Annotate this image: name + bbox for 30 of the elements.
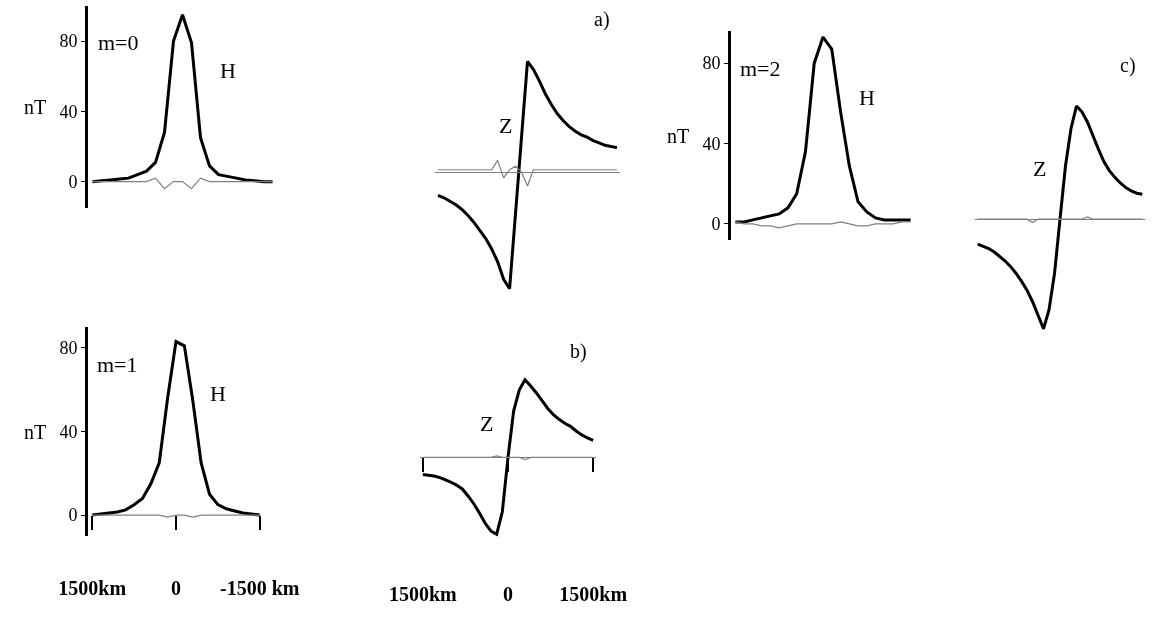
x-tick-label: 0 (171, 577, 181, 600)
y-tick-label: 0 (68, 505, 78, 526)
x-tick-label: 1500km (58, 577, 127, 600)
x-tick-label: 1500km (559, 583, 628, 606)
x-tick-label: -1500 km (220, 577, 300, 600)
y-tick-label: 80 (59, 338, 78, 359)
annotation: m=1 (97, 352, 138, 377)
annotation: H (859, 85, 875, 110)
y-tick-label: 40 (59, 421, 78, 442)
x-tick-label: 0 (503, 583, 513, 606)
text: b) (570, 340, 587, 363)
annotation: m=2 (740, 56, 781, 81)
y-axis-title: nT (24, 96, 47, 118)
y-tick-label: 40 (59, 101, 78, 122)
y-axis-title: nT (667, 125, 690, 147)
annotation: Z (480, 411, 494, 436)
annotation: m=0 (98, 30, 139, 55)
y-tick-label: 40 (702, 133, 721, 154)
y-tick-label: 80 (59, 31, 78, 52)
text: c) (1120, 54, 1136, 77)
x-tick-label: 1500km (388, 583, 458, 606)
y-tick-label: 0 (711, 214, 721, 235)
y-axis-title: nT (24, 421, 47, 443)
annotation: H (210, 381, 226, 406)
annotation: Z (499, 113, 513, 138)
y-tick-label: 80 (702, 53, 721, 74)
annotation: H (220, 58, 236, 83)
annotation: Z (1033, 156, 1047, 181)
y-tick-label: 0 (68, 171, 78, 192)
text: a) (594, 8, 610, 31)
